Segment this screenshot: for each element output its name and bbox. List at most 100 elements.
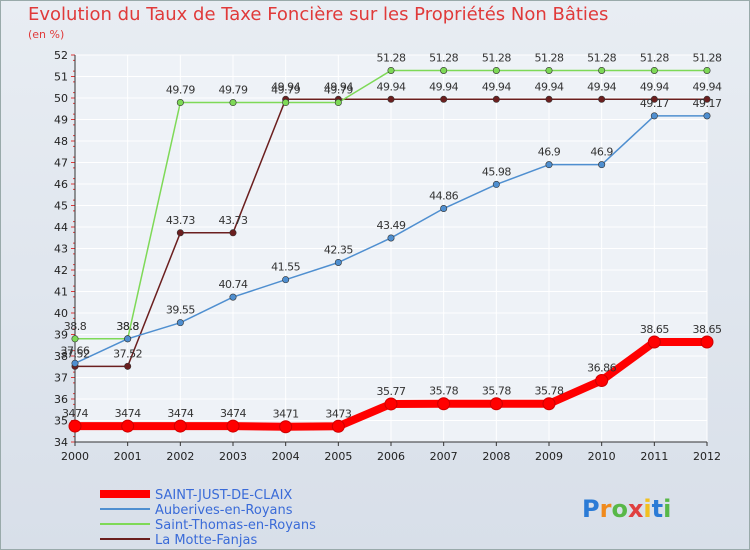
- data-point: [542, 397, 556, 411]
- data-label: 49.94: [535, 80, 564, 93]
- data-point: [647, 335, 661, 349]
- data-label: 51.28: [587, 51, 616, 64]
- y-tick-label: 40: [54, 307, 68, 320]
- data-point: [650, 112, 658, 120]
- chart-title: Evolution du Taux de Taxe Foncière sur l…: [28, 4, 609, 25]
- data-label: 37.52: [113, 347, 142, 360]
- x-tick-label: 2006: [377, 450, 405, 463]
- proxiti-logo: Proxiti: [582, 495, 671, 523]
- data-point: [387, 66, 395, 74]
- y-tick-label: 35: [54, 415, 68, 428]
- data-label: 36.86: [587, 362, 616, 375]
- y-tick-label: 52: [54, 49, 68, 62]
- data-label: 38.65: [693, 323, 722, 336]
- data-label: 43.73: [219, 214, 248, 227]
- data-point: [440, 95, 448, 103]
- data-label: 38.65: [640, 323, 669, 336]
- data-label: 38.8: [116, 320, 139, 333]
- data-point: [387, 95, 395, 103]
- logo-text: Proxiti: [582, 495, 671, 523]
- data-point: [226, 419, 240, 433]
- data-label: 43.73: [166, 214, 195, 227]
- series-points: [68, 66, 714, 434]
- data-label: 45.98: [482, 165, 511, 178]
- data-point: [71, 335, 79, 343]
- data-label: 49.94: [693, 80, 722, 93]
- data-point: [650, 95, 658, 103]
- data-point: [71, 359, 79, 367]
- data-label: 35.78: [535, 385, 564, 398]
- y-tick-label: 43: [54, 243, 68, 256]
- data-point: [598, 95, 606, 103]
- data-label: 51.28: [693, 51, 722, 64]
- data-point: [440, 66, 448, 74]
- data-point: [331, 419, 345, 433]
- data-label: 49.17: [640, 97, 669, 110]
- x-tick-label: 2001: [114, 450, 142, 463]
- data-point: [229, 293, 237, 301]
- data-point: [176, 99, 184, 107]
- logo-letter: t: [652, 495, 663, 523]
- data-point: [598, 66, 606, 74]
- data-point: [492, 66, 500, 74]
- data-label: 49.94: [271, 80, 300, 93]
- data-point: [176, 319, 184, 327]
- logo-letter: x: [628, 495, 644, 523]
- data-label: 49.94: [377, 80, 406, 93]
- data-point: [598, 161, 606, 169]
- legend-entry: Saint-Thomas-en-Royans: [155, 518, 316, 533]
- y-tick-label: 37: [54, 372, 68, 385]
- y-tick-label: 50: [54, 92, 68, 105]
- data-label: 35.78: [482, 385, 511, 398]
- y-tick-label: 44: [54, 221, 68, 234]
- data-label: 49.94: [324, 80, 353, 93]
- data-point: [703, 112, 711, 120]
- data-label: 46.9: [538, 146, 561, 159]
- legend: SAINT-JUST-DE-CLAIXAuberives-en-RoyansSa…: [100, 488, 316, 548]
- data-point: [492, 95, 500, 103]
- data-label: 37.52: [61, 347, 90, 360]
- y-tick-label: 45: [54, 200, 68, 213]
- x-tick-label: 2009: [535, 450, 563, 463]
- data-point: [334, 258, 342, 266]
- data-point: [650, 66, 658, 74]
- data-label: 49.79: [324, 84, 353, 97]
- data-point: [229, 229, 237, 237]
- data-point: [545, 95, 553, 103]
- y-tick-label: 38: [54, 350, 68, 363]
- data-point: [282, 99, 290, 107]
- data-point: [229, 99, 237, 107]
- data-label: 3474: [220, 407, 246, 420]
- data-point: [595, 374, 609, 388]
- data-label: 35.77: [377, 385, 406, 398]
- x-tick-label: 2005: [324, 450, 352, 463]
- data-point: [703, 66, 711, 74]
- axes: 34 35 36 37 38 39 40 41 42 43 44 45 46 47 48 49 50 51 52 20…: [54, 49, 721, 463]
- data-label: 49.79: [219, 84, 248, 97]
- data-point: [124, 362, 132, 370]
- y-tick-label: 48: [54, 135, 68, 148]
- data-point: [68, 419, 82, 433]
- data-label: 49.79: [271, 84, 300, 97]
- data-label: 51.28: [640, 51, 669, 64]
- data-point: [121, 419, 135, 433]
- data-label: 43.49: [377, 219, 406, 232]
- data-label: 35.78: [429, 385, 458, 398]
- data-label: 51.28: [377, 51, 406, 64]
- grid-lines: [74, 54, 708, 443]
- logo-letter: r: [600, 495, 612, 523]
- data-point: [387, 234, 395, 242]
- x-tick-label: 2004: [272, 450, 300, 463]
- data-point: [437, 397, 451, 411]
- data-label: 3474: [62, 407, 88, 420]
- legend-entry: Auberives-en-Royans: [155, 503, 293, 518]
- legend-entry: La Motte-Fanjas: [155, 533, 257, 548]
- logo-letter: i: [643, 495, 651, 523]
- legend-entry: SAINT-JUST-DE-CLAIX: [155, 488, 292, 503]
- data-label: 42.35: [324, 243, 353, 256]
- y-tick-label: 41: [54, 286, 68, 299]
- data-point: [703, 95, 711, 103]
- x-tick-label: 2007: [430, 450, 458, 463]
- data-label: 46.9: [590, 146, 613, 159]
